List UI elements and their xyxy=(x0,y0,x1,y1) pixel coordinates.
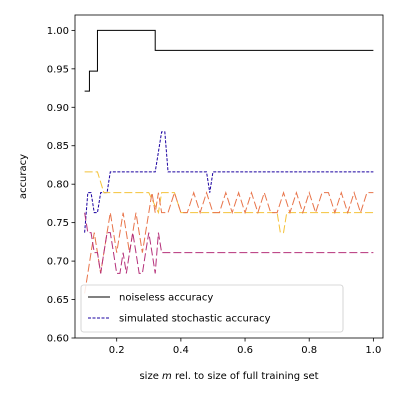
legend: noiseless accuracy simulated stochastic a… xyxy=(80,284,344,333)
series-line-4 xyxy=(84,212,374,274)
y-tick-label: 0.95 xyxy=(47,64,69,75)
x-tick-label: 0.4 xyxy=(173,345,189,356)
series-line-2 xyxy=(84,171,374,234)
legend-label-0: noiseless accuracy xyxy=(119,293,213,304)
y-tick-label: 0.85 xyxy=(47,141,69,152)
series-line-1 xyxy=(84,131,374,233)
x-tick-label: 0.8 xyxy=(301,345,317,356)
y-tick-label: 0.75 xyxy=(47,218,69,229)
x-tick-label: 0.6 xyxy=(237,345,253,356)
y-tick-label: 1.00 xyxy=(47,26,69,37)
x-axis-label: size m rel. to size of full training set xyxy=(139,371,318,382)
legend-box xyxy=(80,284,344,333)
x-tick-label: 1.0 xyxy=(365,345,381,356)
y-tick-label: 0.60 xyxy=(47,334,69,345)
y-axis-label: accuracy xyxy=(18,154,29,199)
axes-layer: 0.2 0.4 0.6 0.8 1.0 0.60 0.65 0.70 0.75 0.80 0.85 0… xyxy=(47,14,384,356)
plot-frame xyxy=(74,14,384,339)
y-tick-label: 0.90 xyxy=(47,103,69,114)
x-axis-label-suffix: rel. to size of full training set xyxy=(172,371,319,382)
series-line-0 xyxy=(84,29,374,92)
series-layer xyxy=(84,29,374,294)
y-tick-label: 0.70 xyxy=(47,257,69,268)
series-line-3 xyxy=(84,191,374,294)
legend-label-1: simulated stochastic accuracy xyxy=(119,314,271,325)
y-tick-label: 0.80 xyxy=(47,180,69,191)
x-axis-label-variable: m xyxy=(162,371,172,382)
x-axis-label-prefix: size xyxy=(139,371,162,382)
x-tick-label: 0.2 xyxy=(109,345,125,356)
y-tick-label: 0.65 xyxy=(47,295,69,306)
